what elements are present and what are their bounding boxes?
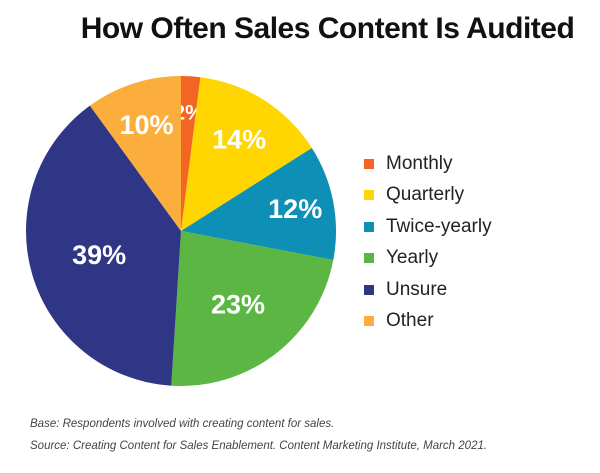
legend-item-yearly: Yearly <box>364 243 492 275</box>
legend-swatch <box>364 221 374 232</box>
legend-item-other: Other <box>364 306 492 338</box>
legend-item-unsure: Unsure <box>364 274 492 306</box>
legend-label: Unsure <box>386 278 448 300</box>
pie-slice-other <box>89 76 181 231</box>
pie-slice-monthly <box>181 76 201 231</box>
legend-label: Other <box>386 310 434 332</box>
legend-item-monthly: Monthly <box>364 148 492 180</box>
slice-label: 10% <box>119 110 173 140</box>
legend-label: Twice-yearly <box>386 215 492 237</box>
slice-label: 39% <box>72 240 126 270</box>
legend: Monthly Quarterly Twice-yearly Yearly Un… <box>364 148 492 337</box>
pie-slice-twice-yearly <box>181 147 336 261</box>
legend-label: Yearly <box>386 247 439 269</box>
chart-title: How Often Sales Content Is Audited <box>80 12 575 45</box>
pie-slice-unsure <box>25 105 182 386</box>
legend-swatch <box>364 316 374 327</box>
legend-item-twice-yearly: Twice-yearly <box>364 211 492 243</box>
legend-item-quarterly: Quarterly <box>364 180 492 212</box>
slice-label: 12% <box>268 194 322 224</box>
footnote-source: Source: Creating Content for Sales Enabl… <box>30 440 488 452</box>
slice-label: 14% <box>212 124 266 154</box>
legend-swatch <box>364 253 374 264</box>
legend-swatch <box>364 158 374 169</box>
legend-label: Quarterly <box>386 184 465 206</box>
pie-slice-quarterly <box>181 77 312 231</box>
pie-slice-yearly <box>171 231 334 387</box>
legend-swatch <box>364 190 374 201</box>
slice-label: 23% <box>211 289 265 319</box>
footnote-base: Base: Respondents involved with creating… <box>30 418 335 430</box>
legend-label: Monthly <box>386 152 453 174</box>
legend-swatch <box>364 284 374 295</box>
